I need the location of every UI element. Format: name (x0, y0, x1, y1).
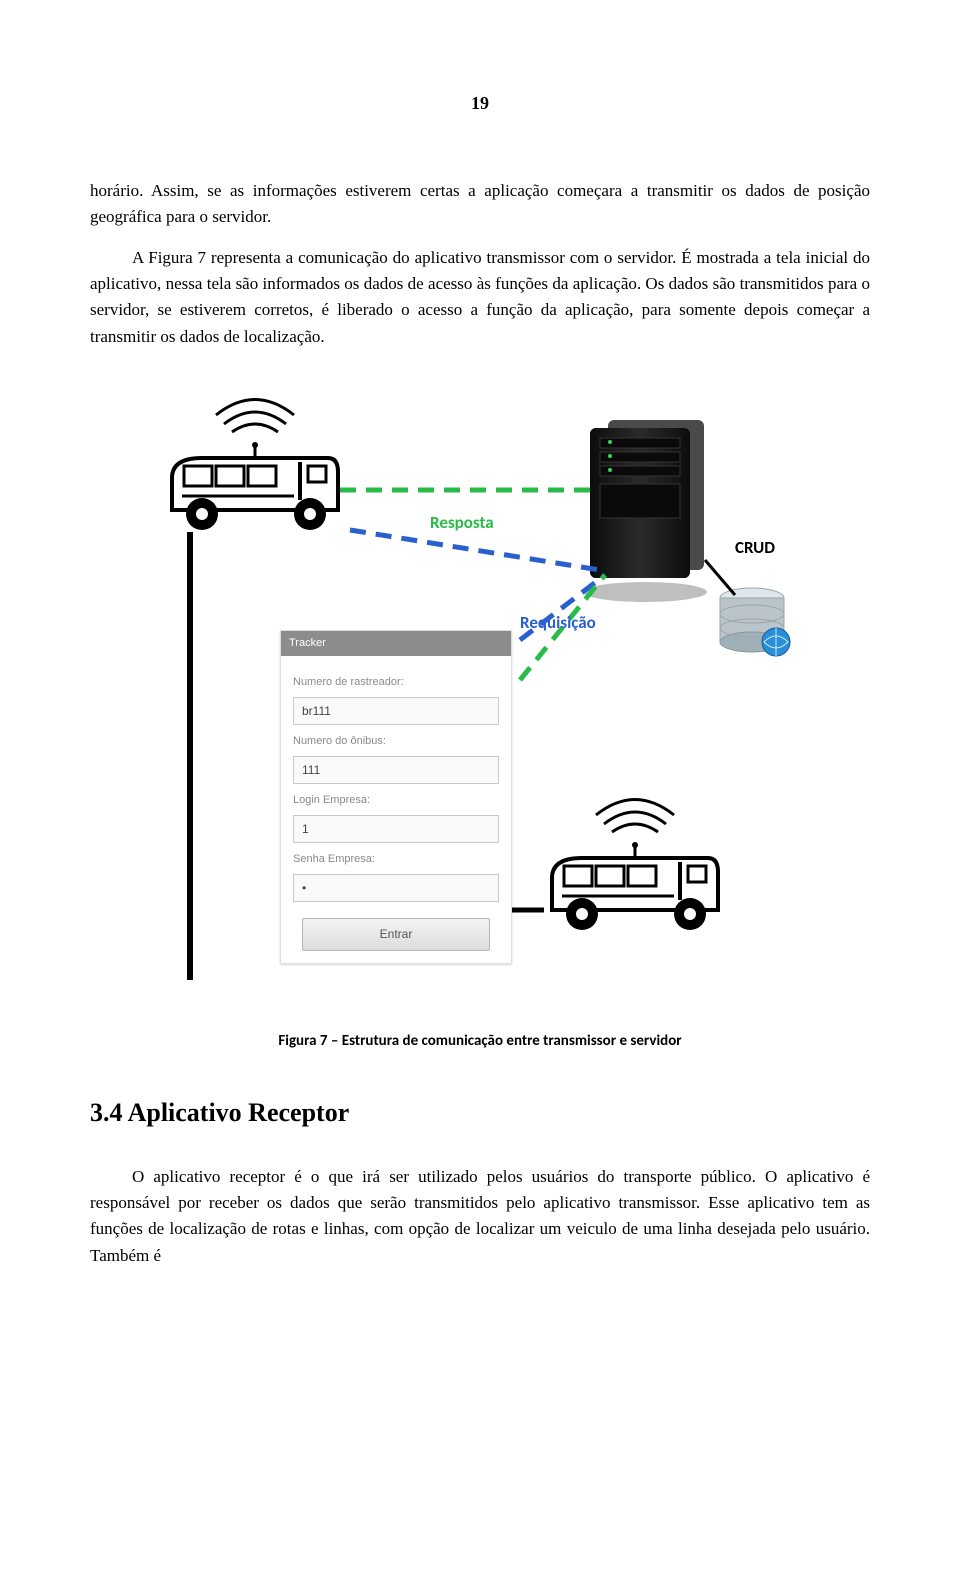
paragraph-3: O aplicativo receptor é o que irá ser ut… (90, 1164, 870, 1269)
app-form: Numero de rastreador: Numero do ônibus: … (281, 656, 511, 963)
figure-7-caption: Figura 7 – Estrutura de comunicação entr… (90, 1030, 870, 1053)
field-label-1: Numero do ônibus: (293, 733, 499, 750)
page-number: 19 (90, 90, 870, 118)
company-login-input[interactable] (293, 815, 499, 843)
label-requisicao: Requisição (520, 610, 596, 636)
label-crud: CRUD (735, 535, 775, 561)
enter-button[interactable]: Entrar (302, 918, 489, 951)
paragraph-1: horário. Assim, se as informações estive… (90, 178, 870, 231)
tracker-app-mock: Tracker Numero de rastreador: Numero do … (280, 630, 512, 964)
section-heading: 3.4 Aplicativo Receptor (90, 1093, 870, 1133)
label-resposta: Resposta (430, 510, 494, 536)
paragraph-2: A Figura 7 representa a comunicação do a… (90, 245, 870, 350)
app-titlebar: Tracker (281, 631, 511, 656)
figure-7: Resposta Requisição CRUD Tracker Numero … (160, 380, 800, 1020)
field-label-3: Senha Empresa: (293, 851, 499, 868)
tracker-id-input[interactable] (293, 697, 499, 725)
field-label-2: Login Empresa: (293, 792, 499, 809)
company-password-input[interactable] (293, 874, 499, 902)
field-label-0: Numero de rastreador: (293, 674, 499, 691)
bus-number-input[interactable] (293, 756, 499, 784)
